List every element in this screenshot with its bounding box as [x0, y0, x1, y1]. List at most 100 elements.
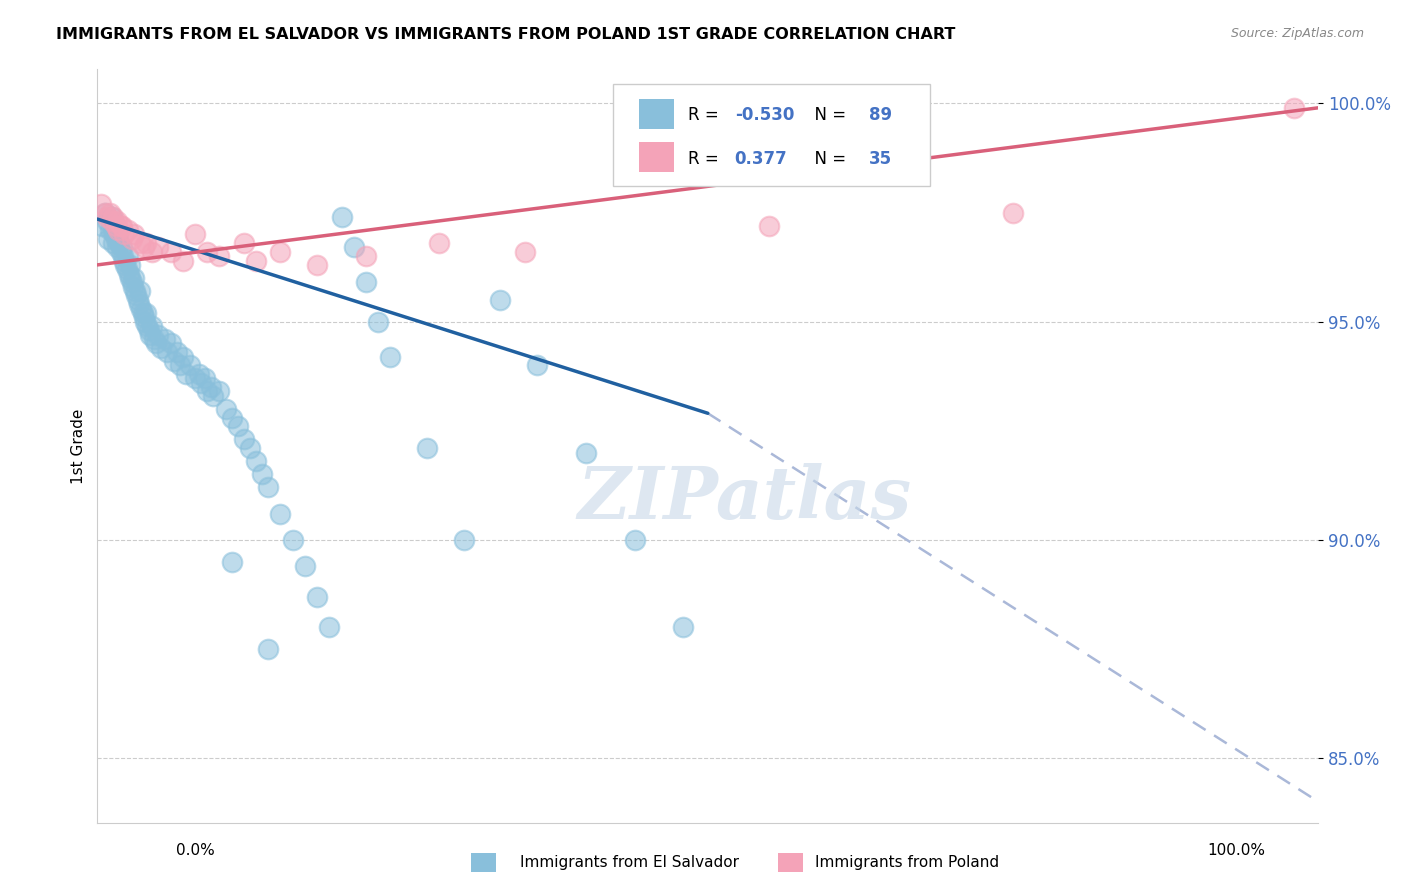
Point — [214, 401, 236, 416]
Point — [166, 345, 188, 359]
Text: N =: N = — [804, 150, 852, 168]
Point — [330, 210, 353, 224]
Text: N =: N = — [804, 106, 852, 125]
Text: 100.0%: 100.0% — [1208, 843, 1265, 858]
Point — [489, 293, 512, 307]
Text: Immigrants from Poland: Immigrants from Poland — [815, 855, 1000, 870]
Point — [139, 327, 162, 342]
Point — [221, 410, 243, 425]
Point — [148, 240, 170, 254]
Point — [172, 253, 194, 268]
Point — [156, 345, 179, 359]
Point — [145, 336, 167, 351]
Point — [176, 367, 198, 381]
Point — [111, 219, 134, 233]
Point — [136, 318, 159, 333]
Point — [129, 284, 152, 298]
Text: 0.377: 0.377 — [735, 150, 787, 168]
Point — [416, 441, 439, 455]
Point — [232, 236, 254, 251]
Point — [195, 244, 218, 259]
Text: 0.0%: 0.0% — [176, 843, 215, 858]
Point — [208, 249, 231, 263]
Point — [93, 205, 115, 219]
Point — [96, 210, 118, 224]
Point — [1282, 101, 1305, 115]
Point — [103, 236, 125, 251]
Text: -0.530: -0.530 — [735, 106, 794, 125]
Text: Source: ZipAtlas.com: Source: ZipAtlas.com — [1230, 27, 1364, 40]
Point — [124, 284, 146, 298]
Point — [135, 236, 157, 251]
Point — [250, 467, 273, 482]
Point — [257, 480, 280, 494]
Point — [134, 315, 156, 329]
Point — [103, 210, 125, 224]
Point — [367, 315, 389, 329]
Point — [115, 262, 138, 277]
Point — [91, 219, 114, 233]
Point — [127, 293, 149, 307]
FancyBboxPatch shape — [613, 84, 929, 186]
Point — [110, 219, 132, 233]
Point — [354, 276, 377, 290]
Text: R =: R = — [689, 106, 724, 125]
Point — [427, 236, 450, 251]
Point — [307, 258, 329, 272]
Point — [114, 258, 136, 272]
Point — [104, 232, 127, 246]
Point — [758, 219, 780, 233]
Text: ZIPatlas: ZIPatlas — [578, 463, 911, 534]
Point — [96, 214, 118, 228]
Point — [121, 232, 143, 246]
Point — [135, 306, 157, 320]
Text: 35: 35 — [869, 150, 891, 168]
Point — [623, 533, 645, 547]
Point — [179, 358, 201, 372]
Point — [112, 227, 135, 242]
Point — [90, 196, 112, 211]
Point — [257, 641, 280, 656]
Point — [526, 358, 548, 372]
Point — [104, 219, 127, 233]
Text: R =: R = — [689, 150, 730, 168]
Point — [103, 227, 125, 242]
Point — [281, 533, 304, 547]
Point — [131, 301, 153, 316]
Point — [141, 318, 163, 333]
Point — [129, 236, 152, 251]
Point — [117, 223, 139, 237]
Y-axis label: 1st Grade: 1st Grade — [72, 409, 86, 483]
Point — [118, 267, 141, 281]
Point — [672, 620, 695, 634]
Point — [169, 358, 191, 372]
Point — [200, 380, 222, 394]
Point — [159, 336, 181, 351]
Point — [112, 253, 135, 268]
Point — [111, 249, 134, 263]
Point — [343, 240, 366, 254]
Point — [111, 240, 134, 254]
Point — [148, 327, 170, 342]
Point — [172, 350, 194, 364]
Point — [101, 214, 124, 228]
Point — [98, 223, 121, 237]
Point — [122, 271, 145, 285]
Point — [221, 555, 243, 569]
Point — [101, 210, 124, 224]
Point — [575, 445, 598, 459]
Point — [132, 240, 155, 254]
Point — [354, 249, 377, 263]
Point — [163, 354, 186, 368]
Point — [232, 433, 254, 447]
Point — [513, 244, 536, 259]
Point — [122, 227, 145, 242]
Point — [194, 371, 217, 385]
Point — [380, 350, 402, 364]
Point — [159, 244, 181, 259]
Point — [132, 310, 155, 325]
Point — [98, 205, 121, 219]
Point — [149, 341, 172, 355]
Point — [142, 332, 165, 346]
Point — [105, 240, 128, 254]
